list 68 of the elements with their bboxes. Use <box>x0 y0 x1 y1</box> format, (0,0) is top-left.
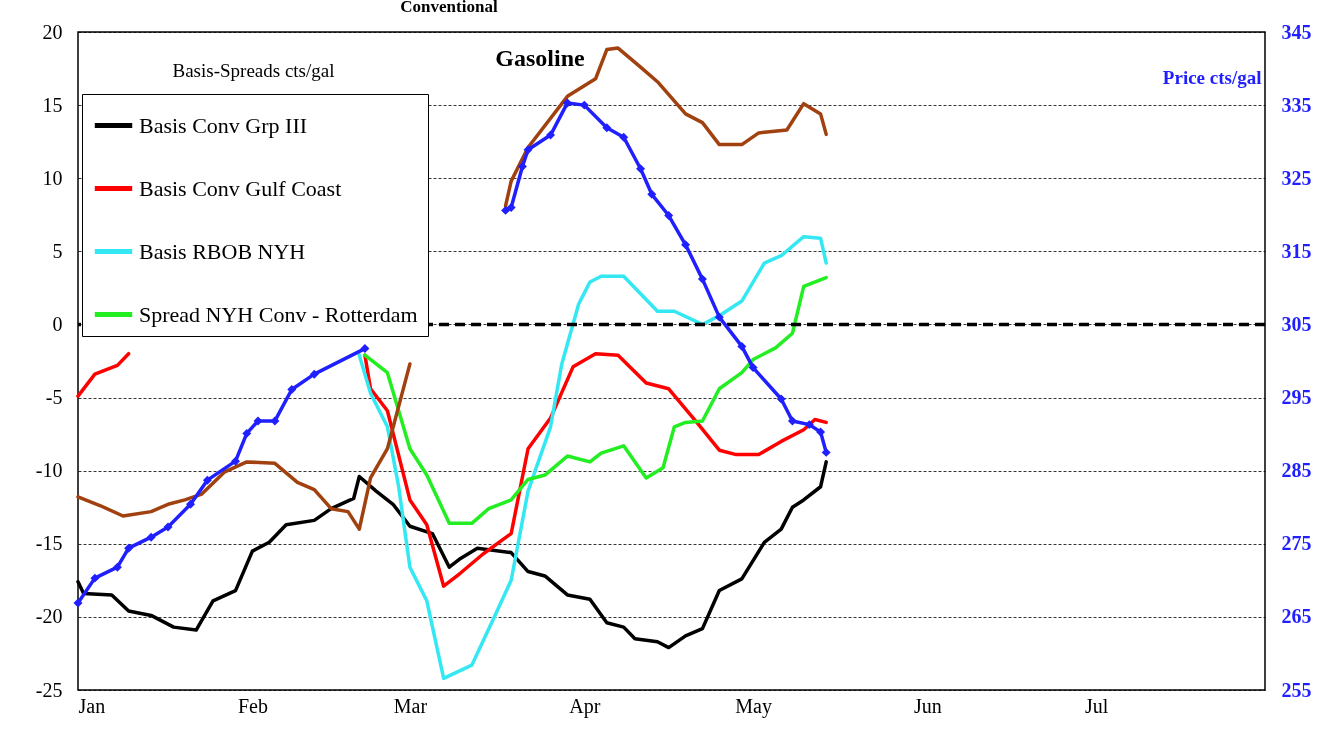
y-tick-label: 20 <box>42 20 63 43</box>
x-tick-label: Apr <box>569 694 601 718</box>
y-tick-label: -20 <box>35 605 63 628</box>
y2-tick-label: 285 <box>1281 459 1312 482</box>
point <box>714 312 724 322</box>
y-axis-title: Basis-Spreads cts/gal <box>172 59 335 81</box>
x-tick-label: Jan <box>78 694 106 717</box>
y2-tick-label: 295 <box>1281 386 1312 409</box>
point <box>523 145 533 155</box>
point <box>787 416 797 426</box>
point <box>816 427 826 437</box>
y2-tick-label: 345 <box>1281 20 1312 43</box>
y-tick-label: 5 <box>52 239 63 262</box>
annotation: Gasoline <box>495 45 586 71</box>
point <box>681 240 691 250</box>
point <box>186 499 195 509</box>
point <box>821 447 831 457</box>
point <box>546 130 556 140</box>
y2-tick-label: 335 <box>1281 93 1312 116</box>
point <box>242 428 252 438</box>
x-tick-label: Feb <box>237 694 268 717</box>
y2-tick-label: 275 <box>1281 532 1312 555</box>
legend-label: Spread NYH Conv - Rotterdam <box>139 301 418 327</box>
point <box>270 416 280 426</box>
y-tick-label: -10 <box>35 459 63 482</box>
point <box>146 532 156 542</box>
y2-tick-label: 255 <box>1281 678 1312 701</box>
point <box>73 598 83 608</box>
x-tick-label: May <box>735 694 772 718</box>
point <box>748 363 758 373</box>
point <box>501 205 511 215</box>
legend-label: Basis Conv Grp III <box>139 112 308 138</box>
y-tick-label: 15 <box>42 93 63 116</box>
y-tick-label: -5 <box>45 386 63 409</box>
point <box>309 369 319 379</box>
point <box>602 123 612 133</box>
point <box>804 420 814 430</box>
x-tick-label: Jul <box>1085 694 1109 717</box>
y-tick-label: -25 <box>35 678 63 701</box>
x-tick-label: Jun <box>914 694 942 717</box>
point <box>163 522 173 532</box>
point <box>562 98 572 108</box>
y-tick-label: -15 <box>35 532 63 555</box>
x-tick-label: Mar <box>393 694 428 717</box>
legend-label: Basis RBOB NYH <box>139 238 306 264</box>
y2-tick-label: 325 <box>1281 166 1312 189</box>
point <box>90 573 100 583</box>
y-tick-label: 0 <box>52 312 63 335</box>
y2-tick-label: 305 <box>1281 312 1312 335</box>
point <box>664 211 674 220</box>
point <box>619 132 629 142</box>
y2-axis-title: Price cts/gal <box>1162 66 1262 88</box>
point <box>636 164 646 174</box>
y2-tick-label: 315 <box>1281 239 1312 262</box>
point <box>231 456 240 466</box>
point <box>697 274 707 284</box>
point <box>124 543 134 553</box>
y-tick-label: 10 <box>42 166 63 189</box>
y2-tick-label: 265 <box>1281 605 1312 628</box>
point <box>112 562 122 572</box>
point <box>253 416 263 426</box>
point <box>776 394 786 404</box>
legend-label: Basis Conv Gulf Coast <box>139 175 342 201</box>
point <box>647 189 657 199</box>
point <box>737 341 747 351</box>
point <box>287 385 297 394</box>
chart-title: Conventional <box>400 0 498 16</box>
point <box>202 475 212 485</box>
